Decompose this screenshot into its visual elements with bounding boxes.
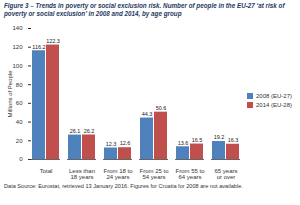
svg-text:26.2: 26.2 [84,127,95,133]
svg-text:Millions of People: Millions of People [7,70,13,118]
html-text:Figure 3 – Trends in poverty o: Figure 3 – Trends in poverty or social e… [4,2,285,17]
svg-text:100: 100 [12,63,23,69]
svg-text:60: 60 [16,100,23,106]
svg-text:140: 140 [12,25,23,31]
svg-text:Less than18 years: Less than18 years [69,167,95,179]
html-text:2008 (EU-27): 2008 (EU-27) [256,92,292,99]
svg-text:16.3: 16.3 [228,137,239,143]
svg-text:From 25 to54 years: From 25 to54 years [139,167,169,179]
svg-text:65 yearsor over: 65 yearsor over [214,167,237,179]
svg-text:0: 0 [19,156,23,162]
svg-text:Total: Total [40,167,53,173]
svg-text:From 18 to24 years: From 18 to24 years [103,167,133,179]
svg-text:19.2: 19.2 [214,134,225,140]
html-text:2014 (EU-28): 2014 (EU-28) [256,101,292,108]
svg-text:12.3: 12.3 [106,140,117,146]
svg-text:50.6: 50.6 [156,105,167,111]
svg-text:80: 80 [16,81,23,87]
html-text:Data Source: Eurostat, retriev: Data Source: Eurostat, retrieved 13 Janu… [4,182,243,189]
svg-text:16.5: 16.5 [192,137,203,143]
svg-text:12.6: 12.6 [120,140,131,146]
svg-text:13.6: 13.6 [178,139,189,145]
svg-text:116.2: 116.2 [32,43,45,49]
svg-text:44.3: 44.3 [142,111,153,117]
svg-text:26.1: 26.1 [70,128,81,134]
svg-text:120: 120 [12,44,23,50]
svg-text:From 55 to64 years: From 55 to64 years [175,167,205,179]
svg-text:122.3: 122.3 [46,38,60,44]
svg-text:20: 20 [16,137,23,143]
svg-text:40: 40 [16,119,23,125]
